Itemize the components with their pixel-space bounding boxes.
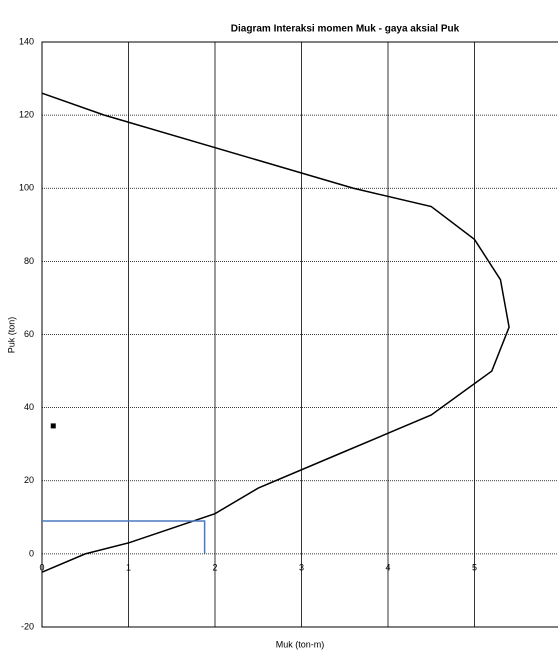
y-tick-label: 120 — [19, 110, 34, 120]
series-line — [41, 92, 510, 573]
chart-title: Diagram Interaksi momen Muk - gaya aksia… — [231, 24, 460, 35]
y-tick-label: 100 — [19, 183, 34, 193]
data-point — [50, 423, 56, 429]
y-tick-label: 140 — [19, 36, 34, 46]
y-tick-label: 40 — [24, 402, 34, 412]
series-line — [42, 520, 206, 554]
y-tick-label: 80 — [24, 256, 34, 266]
y-axis-label: Puk (ton) — [6, 317, 16, 354]
y-tick-label: -20 — [21, 621, 34, 631]
y-tick-label: 0 — [29, 548, 34, 558]
y-tick-label: 20 — [24, 475, 34, 485]
y-tick-label: 60 — [24, 329, 34, 339]
x-axis-label: Muk (ton-m) — [276, 639, 325, 649]
